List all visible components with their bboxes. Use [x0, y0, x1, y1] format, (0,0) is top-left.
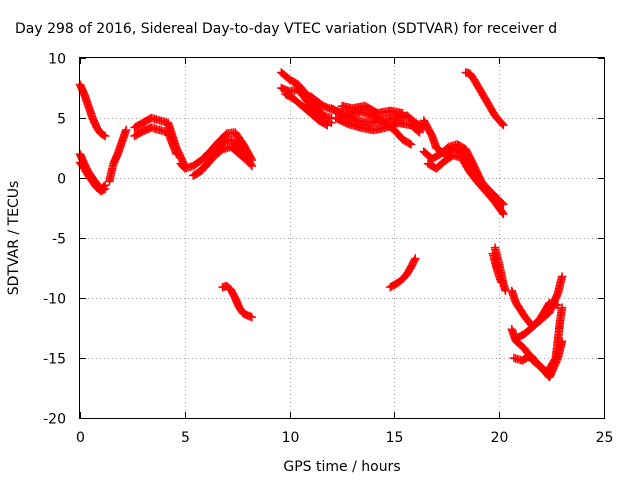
y-tick-label: -20	[43, 412, 66, 428]
data-point	[499, 209, 508, 219]
data-point	[497, 278, 506, 287]
y-tick-label: 0	[57, 172, 66, 188]
x-tick-label: 20	[491, 430, 509, 446]
y-axis-label: SDTVAR / TECUs	[6, 181, 22, 296]
axis-ticks	[80, 58, 605, 419]
y-tick-label: 5	[57, 112, 66, 128]
data-point	[489, 196, 499, 205]
y-tick-labels: -20 -15 -10 -5 0 5 10	[43, 52, 66, 428]
data-point	[411, 254, 420, 263]
data-point	[498, 119, 507, 129]
x-tick-label: 5	[181, 430, 190, 446]
data-point	[557, 303, 567, 312]
data-point	[243, 157, 252, 166]
x-axis-label: GPS time / hours	[283, 459, 400, 475]
data-point	[242, 155, 251, 165]
data-point	[557, 272, 567, 281]
data-point	[415, 128, 424, 137]
x-tick-labels: 0 5 10 15 20 25	[76, 430, 613, 446]
data-point	[497, 199, 507, 208]
data-point	[246, 160, 256, 169]
data-point	[499, 121, 508, 130]
data-point	[100, 184, 110, 193]
data-point	[499, 200, 508, 209]
data-point	[247, 313, 257, 322]
data-points	[75, 68, 567, 382]
data-point	[398, 109, 407, 118]
data-point	[99, 185, 108, 194]
data-point	[99, 131, 108, 140]
y-tick-label: -10	[43, 292, 66, 308]
data-point	[490, 197, 500, 207]
data-point	[121, 125, 131, 135]
data-point	[414, 127, 423, 136]
data-point	[323, 121, 332, 130]
data-point	[100, 131, 110, 141]
data-point	[405, 139, 414, 148]
plot-frame	[79, 57, 605, 419]
x-tick-label: 0	[76, 430, 85, 446]
x-tick-label: 10	[282, 430, 300, 446]
data-point	[321, 120, 331, 129]
data-point	[172, 149, 181, 159]
y-tick-label: -15	[43, 352, 66, 368]
y-tick-label: -5	[52, 232, 66, 248]
data-point	[498, 208, 507, 217]
x-tick-label: 15	[386, 430, 404, 446]
y-tick-label: 10	[48, 52, 66, 68]
chart-title: Day 298 of 2016, Sidereal Day-to-day VTE…	[15, 21, 557, 37]
x-tick-label: 25	[596, 430, 614, 446]
data-point	[406, 140, 416, 149]
data-point	[247, 161, 257, 171]
